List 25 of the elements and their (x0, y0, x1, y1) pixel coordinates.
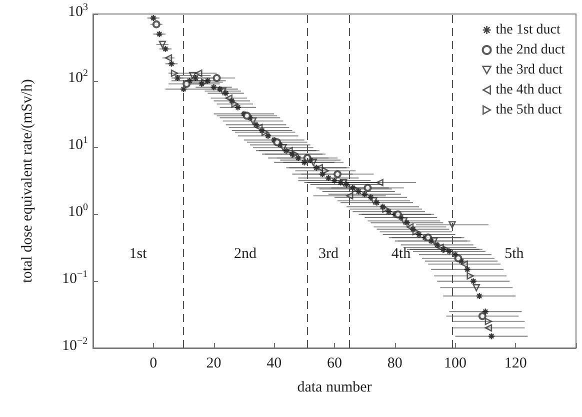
x-tick-label: 0 (150, 356, 158, 372)
annotation: 1st (129, 246, 147, 262)
y-tick-label: 10$^{2}$ (68, 68, 88, 86)
x-tick-label: 120 (504, 356, 527, 372)
annotation: 3rd (318, 246, 338, 262)
y-tick-label: 10$^{0}$ (68, 202, 88, 220)
x-tick-label: 40 (266, 356, 282, 372)
x-tick-label: 80 (387, 356, 402, 372)
legend-label: the 2nd duct (496, 42, 566, 58)
annotation: 4th (391, 246, 411, 262)
y-axis-title: total dose equivalent rate/(mSv/h) (20, 79, 36, 283)
x-tick-label: 60 (327, 356, 342, 372)
legend-label: the 4th duct (496, 82, 562, 98)
y-tick-label: 10$^{3}$ (68, 2, 88, 20)
legend-label: the 1st duct (496, 22, 560, 38)
x-axis-title: data number (297, 380, 372, 396)
legend-label: the 3rd duct (496, 62, 563, 78)
legend-label: the 5th duct (496, 102, 562, 118)
annotation: 5th (504, 246, 524, 262)
y-tick-label: 10$^{1}$ (68, 135, 88, 154)
y-tick-label: 10$^{−1}$ (62, 268, 88, 287)
y-tick-label: 10$^{−2}$ (62, 336, 88, 354)
x-tick-label: 20 (206, 356, 222, 372)
annotation: 2nd (234, 246, 256, 262)
x-tick-label: 100 (444, 356, 466, 372)
